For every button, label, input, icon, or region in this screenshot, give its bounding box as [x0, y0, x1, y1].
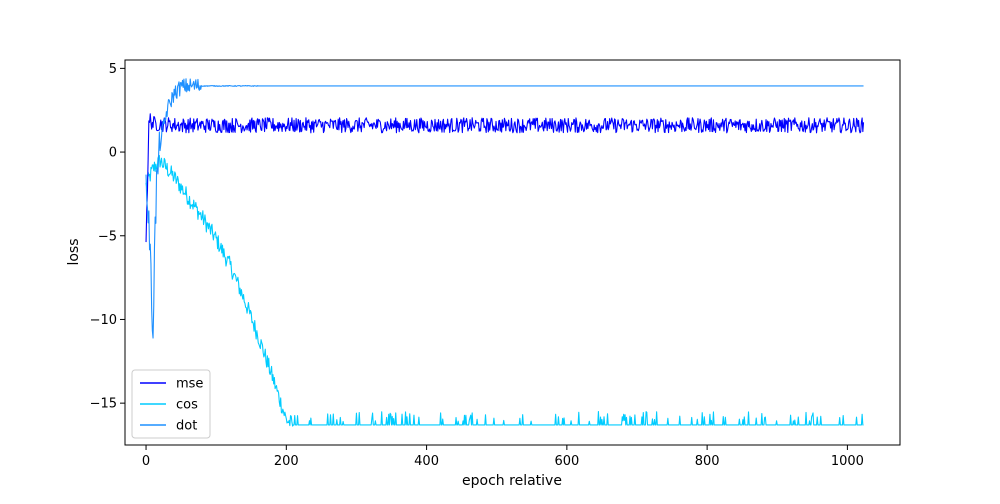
- x-tick-label: 600: [554, 454, 579, 469]
- series-line-mse: [145, 113, 865, 243]
- y-tick-label: −15: [90, 397, 117, 412]
- plot-frame: [124, 59, 901, 446]
- legend-label-mse: mse: [176, 377, 203, 392]
- y-tick-label: −5: [98, 229, 117, 244]
- x-tick-label: 200: [274, 454, 299, 469]
- x-axis-label: epoch relative: [462, 473, 562, 489]
- x-tick-label: 800: [695, 454, 720, 469]
- y-tick-label: 5: [109, 62, 117, 77]
- x-tick-label: 400: [414, 454, 439, 469]
- y-axis-label: loss: [66, 238, 82, 265]
- y-tick-label: 0: [109, 146, 117, 161]
- x-tick-label: 0: [142, 454, 150, 469]
- series-line-dot: [145, 78, 864, 339]
- y-tick-label: −10: [90, 313, 117, 328]
- x-axis: 0 200 400 600 800 1000: [142, 445, 864, 469]
- series-layer: [145, 78, 865, 427]
- series-line-cos: [145, 154, 864, 427]
- legend-label-dot: dot: [176, 419, 197, 434]
- legend: mse cos dot: [131, 369, 211, 439]
- y-axis: 5 0 −5 −10 −15: [90, 62, 125, 412]
- legend-box: [131, 369, 211, 439]
- x-tick-label: 1000: [831, 454, 864, 469]
- legend-label-cos: cos: [176, 398, 198, 413]
